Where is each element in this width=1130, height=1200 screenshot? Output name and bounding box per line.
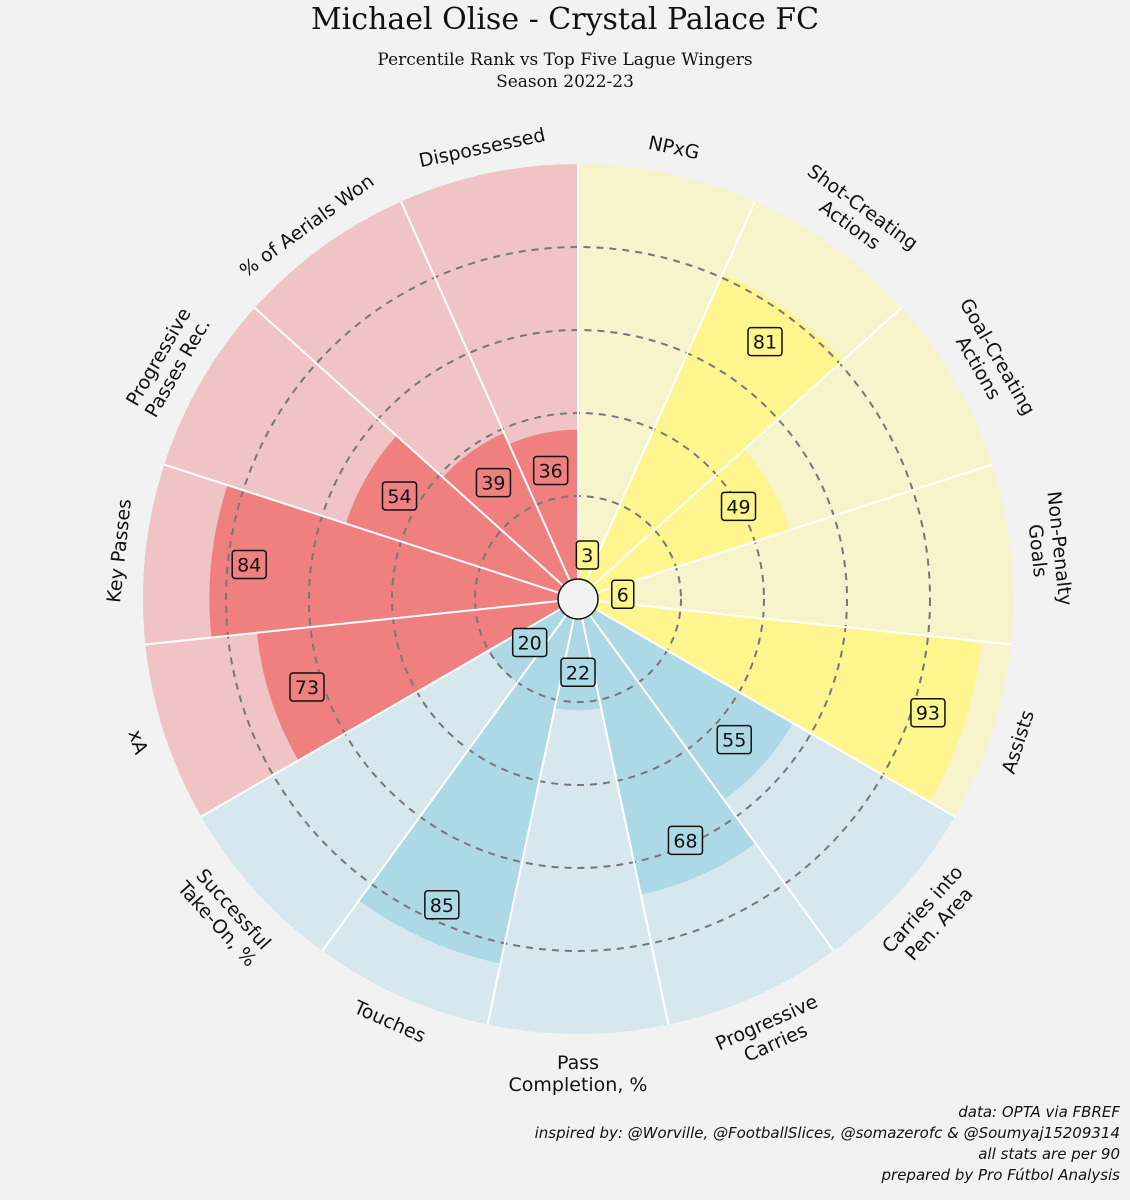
bar-progressive-passes-rec <box>345 435 564 593</box>
category-label-line: Pass <box>557 1052 599 1074</box>
category-label-line: Dispossessed <box>417 124 547 172</box>
value-box-dispossessed <box>532 455 569 486</box>
value-label-progressive-passes-rec: 54 <box>387 486 411 508</box>
value-label-successful-take-on: 20 <box>518 632 542 654</box>
footer-source: data: OPTA via FBREF <box>958 1103 1120 1121</box>
category-label-line: xA <box>123 727 151 757</box>
separator-line <box>486 618 575 1025</box>
bg-wedge-non-penalty-goals <box>597 464 1013 645</box>
category-label-line: Assists <box>998 708 1039 777</box>
category-label-key-passes: Key Passes <box>103 498 136 604</box>
separator-line <box>588 614 835 952</box>
bg-wedge-successful-take-on <box>201 609 567 951</box>
chart-season: Season 2022-23 <box>496 72 634 92</box>
separator-line <box>585 201 756 582</box>
bg-wedge-npxg <box>578 164 755 581</box>
category-label-line: Key Passes <box>103 498 136 604</box>
value-label-key-passes: 84 <box>237 554 261 576</box>
separators <box>145 164 1011 1025</box>
category-label-dispossessed: Dispossessed <box>417 124 547 172</box>
separator-line <box>592 307 902 587</box>
bar-key-passes <box>209 485 559 638</box>
bar-npxg <box>578 566 592 581</box>
value-box-progressive-passes-rec <box>381 481 418 511</box>
value-box-progressive-carries <box>667 825 704 856</box>
separator-line <box>596 463 993 594</box>
value-label-pass-completion: 22 <box>566 662 590 684</box>
value-box-non-penalty-goals <box>611 579 635 610</box>
value-label-non-penalty-goals: 6 <box>617 584 629 606</box>
value-label-shot-creating-actions: 81 <box>753 332 777 354</box>
value-box-pass-completion <box>560 657 596 688</box>
separator-line <box>321 614 568 952</box>
value-label-carries-into-pen-area: 55 <box>722 730 746 752</box>
category-label-line: Goals <box>1024 523 1051 578</box>
bar-goal-creating-actions <box>592 449 791 593</box>
category-label-npxg: NPxG <box>646 132 701 164</box>
value-box-touches <box>424 890 460 920</box>
chart-title: Michael Olise - Crystal Palace FC <box>310 2 820 37</box>
value-label-xa: 73 <box>295 677 319 699</box>
value-label-assists: 93 <box>916 703 940 725</box>
separator-line <box>400 201 571 582</box>
bar-of-aerials-won <box>442 432 570 586</box>
separator-line <box>163 463 560 594</box>
value-box-assists <box>910 697 946 728</box>
separator-line <box>581 618 670 1025</box>
separator-line <box>254 307 564 587</box>
category-label-xa: xA <box>123 727 151 757</box>
category-label-assists: Assists <box>998 708 1039 777</box>
value-box-goal-creating-actions <box>720 491 757 522</box>
separator-line <box>200 608 562 818</box>
category-label-touches: Touches <box>350 996 429 1047</box>
footer-per90: all stats are per 90 <box>978 1145 1120 1163</box>
value-labels: 3 81 49 6 93 55 68 22 85 20 73 84 54 39 36 <box>231 326 946 920</box>
value-box-successful-take-on <box>511 627 548 658</box>
value-box-shot-creating-actions <box>747 326 783 357</box>
bar-touches <box>358 615 574 964</box>
category-label-line: NPxG <box>646 132 701 164</box>
value-label-touches: 85 <box>430 895 454 917</box>
grid-ring-80 <box>225 246 931 952</box>
separator-line <box>594 608 956 818</box>
bar-progressive-carries <box>582 615 756 895</box>
footer-prepared: prepared by Pro Fútbol Analysis <box>881 1166 1120 1184</box>
value-box-npxg <box>575 540 600 570</box>
value-label-goal-creating-actions: 49 <box>726 496 750 518</box>
center-circle <box>557 578 599 620</box>
value-box-xa <box>289 672 325 702</box>
bg-wedge-pass-completion <box>487 618 669 1035</box>
chart-subtitle: Percentile Rank vs Top Five Lague Winger… <box>377 50 753 70</box>
value-box-carries-into-pen-area <box>716 724 752 755</box>
value-label-progressive-carries: 68 <box>673 830 697 852</box>
category-label-line: Touches <box>350 996 429 1047</box>
separator-line <box>597 600 1011 646</box>
footer-inspired: inspired by: @Worville, @FootballSlices,… <box>534 1124 1120 1142</box>
category-label-line: Completion, % <box>509 1074 648 1096</box>
bar-assists <box>595 601 982 802</box>
separator-line <box>145 600 559 646</box>
value-label-npxg: 3 <box>581 545 593 567</box>
value-label-dispossessed: 36 <box>539 460 563 482</box>
value-box-of-aerials-won <box>475 467 512 498</box>
value-label-of-aerials-won: 39 <box>481 473 505 495</box>
value-box-key-passes <box>231 549 267 580</box>
